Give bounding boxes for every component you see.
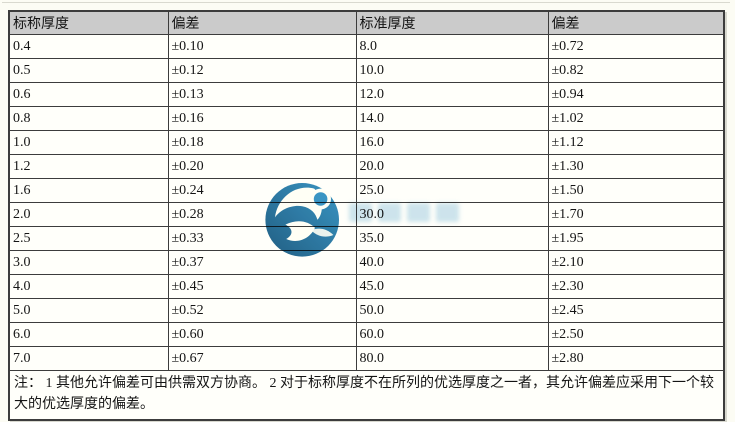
deviation-cell: ±0.52	[167, 298, 357, 323]
nominal-thickness-cell: 4.0	[8, 274, 169, 299]
nominal-thickness-cell: 1.6	[8, 178, 169, 203]
table-row: 5.0 ±0.52 50.0 ±2.45	[8, 298, 725, 323]
header-deviation-1: 偏差	[167, 10, 357, 35]
standard-thickness-cell: 25.0	[355, 178, 549, 203]
deviation-cell: ±1.50	[547, 178, 725, 203]
nominal-thickness-cell: 5.0	[8, 298, 169, 323]
nominal-thickness-cell: 6.0	[8, 322, 169, 347]
deviation-cell: ±0.72	[547, 34, 725, 59]
nominal-thickness-cell: 0.6	[8, 82, 169, 107]
deviation-cell: ±2.10	[547, 250, 725, 275]
table-row: 0.6 ±0.13 12.0 ±0.94	[8, 82, 725, 107]
deviation-cell: ±1.02	[547, 106, 725, 131]
table-body: 0.4 ±0.10 8.0 ±0.72 0.5 ±0.12 10.0 ±0.82 0.6 ±0.1…	[8, 34, 725, 371]
standard-thickness-cell: 14.0	[355, 106, 549, 131]
table-row: 1.2 ±0.20 20.0 ±1.30	[8, 154, 725, 179]
deviation-cell: ±0.20	[167, 154, 357, 179]
table-row: 0.5 ±0.12 10.0 ±0.82	[8, 58, 725, 83]
deviation-cell: ±0.28	[167, 202, 357, 227]
deviation-cell: ±1.12	[547, 130, 725, 155]
table-row: 3.0 ±0.37 40.0 ±2.10	[8, 250, 725, 275]
deviation-cell: ±0.24	[167, 178, 357, 203]
nominal-thickness-cell: 7.0	[8, 346, 169, 371]
deviation-cell: ±1.70	[547, 202, 725, 227]
deviation-cell: ±1.30	[547, 154, 725, 179]
standard-thickness-cell: 50.0	[355, 298, 549, 323]
deviation-cell: ±0.16	[167, 106, 357, 131]
table-row: 2.5 ±0.33 35.0 ±1.95	[8, 226, 725, 251]
table-row: 1.6 ±0.24 25.0 ±1.50	[8, 178, 725, 203]
standard-thickness-cell: 20.0	[355, 154, 549, 179]
deviation-cell: ±0.82	[547, 58, 725, 83]
nominal-thickness-cell: 0.5	[8, 58, 169, 83]
table-row: 0.8 ±0.16 14.0 ±1.02	[8, 106, 725, 131]
standard-thickness-cell: 16.0	[355, 130, 549, 155]
deviation-cell: ±0.10	[167, 34, 357, 59]
table-row: 0.4 ±0.10 8.0 ±0.72	[8, 34, 725, 59]
nominal-thickness-cell: 0.8	[8, 106, 169, 131]
standard-thickness-cell: 30.0	[355, 202, 549, 227]
deviation-cell: ±0.67	[167, 346, 357, 371]
deviation-cell: ±0.12	[167, 58, 357, 83]
deviation-cell: ±0.18	[167, 130, 357, 155]
deviation-cell: ±0.60	[167, 322, 357, 347]
table-row: 1.0 ±0.18 16.0 ±1.12	[8, 130, 725, 155]
nominal-thickness-cell: 1.0	[8, 130, 169, 155]
nominal-thickness-cell: 3.0	[8, 250, 169, 275]
nominal-thickness-cell: 2.5	[8, 226, 169, 251]
table-row: 4.0 ±0.45 45.0 ±2.30	[8, 274, 725, 299]
standard-thickness-cell: 80.0	[355, 346, 549, 371]
deviation-cell: ±0.33	[167, 226, 357, 251]
table-row: 2.0 ±0.28 30.0 ±1.70	[8, 202, 725, 227]
deviation-cell: ±1.95	[547, 226, 725, 251]
standard-thickness-cell: 10.0	[355, 58, 549, 83]
header-standard-thickness: 标准厚度	[355, 10, 549, 35]
standard-thickness-cell: 45.0	[355, 274, 549, 299]
standard-thickness-cell: 40.0	[355, 250, 549, 275]
table-row: 6.0 ±0.60 60.0 ±2.50	[8, 322, 725, 347]
deviation-cell: ±2.45	[547, 298, 725, 323]
standard-thickness-cell: 35.0	[355, 226, 549, 251]
standard-thickness-cell: 8.0	[355, 34, 549, 59]
deviation-cell: ±0.13	[167, 82, 357, 107]
deviation-cell: ±2.80	[547, 346, 725, 371]
thickness-deviation-table: 标称厚度 偏差 标准厚度 偏差 0.4 ±0.10 8.0 ±0.72 0.5 ±0.12…	[8, 10, 725, 421]
nominal-thickness-cell: 1.2	[8, 154, 169, 179]
deviation-cell: ±0.94	[547, 82, 725, 107]
table-note: 注： 1 其他允许偏差可由供需双方协商。 2 对于标称厚度不在所列的优选厚度之一…	[8, 370, 725, 421]
deviation-cell: ±0.37	[167, 250, 357, 275]
page-top-divider	[2, 2, 730, 3]
header-deviation-2: 偏差	[547, 10, 725, 35]
nominal-thickness-cell: 2.0	[8, 202, 169, 227]
header-row: 标称厚度 偏差 标准厚度 偏差	[8, 10, 725, 35]
standard-thickness-cell: 60.0	[355, 322, 549, 347]
table-row: 7.0 ±0.67 80.0 ±2.80	[8, 346, 725, 371]
standard-thickness-cell: 12.0	[355, 82, 549, 107]
deviation-cell: ±2.50	[547, 322, 725, 347]
nominal-thickness-cell: 0.4	[8, 34, 169, 59]
header-nominal-thickness: 标称厚度	[8, 10, 169, 35]
deviation-cell: ±2.30	[547, 274, 725, 299]
deviation-cell: ±0.45	[167, 274, 357, 299]
note-row: 注： 1 其他允许偏差可由供需双方协商。 2 对于标称厚度不在所列的优选厚度之一…	[8, 370, 725, 421]
